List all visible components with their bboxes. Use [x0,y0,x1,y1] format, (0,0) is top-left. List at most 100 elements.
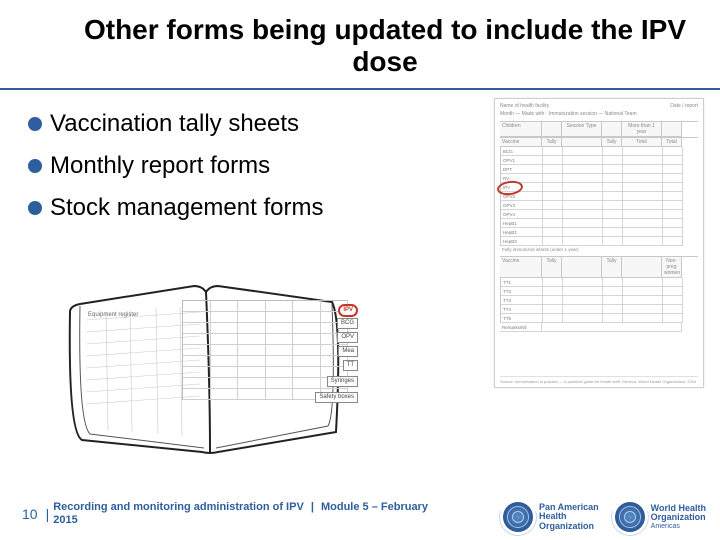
row-label: TT1 [501,278,543,287]
tally-row: BCG [501,147,698,156]
col-sub: Total [662,138,682,147]
globe-icon [503,502,533,532]
row-label: TT4 [501,305,543,314]
row-label: HepB3 [501,237,543,246]
globe-icon [615,502,645,532]
row-cell [543,287,563,296]
col-group: More than 1 year [622,122,662,137]
pipe-icon: | [42,506,54,522]
row-cell [563,156,603,165]
col-sub: Tally [542,257,562,278]
row-cell [563,287,603,296]
tally-row: IPV [501,183,698,192]
paho-logo: Pan American Health Organization [503,502,599,532]
row-cell [623,147,663,156]
row-cell [603,305,623,314]
row-cell [663,210,683,219]
tally-row: OPV3 [501,201,698,210]
row-cell [623,165,663,174]
tally-sheet-graphic: Name of health facility Date / report Mo… [494,98,704,388]
row-cell [543,237,563,246]
row-cell [563,228,603,237]
who-logo: World Health Organization Americas [615,502,706,532]
row-cell [603,287,623,296]
page-tabs: IPVBCGOPVMeaTTSyringesSafety boxes [60,262,350,462]
row-label: OPV3 [501,201,543,210]
row-cell [603,210,623,219]
row-label: HepB2 [501,228,543,237]
row-label: BCG [501,147,543,156]
row-cell [543,228,563,237]
vaccine-tab: Safety boxes [315,392,358,403]
row-cell [543,156,563,165]
bullet-icon [28,201,42,215]
row-cell [543,314,563,323]
row-cell [543,183,563,192]
col-sub: Total [622,138,662,147]
tally-row: HepB1 [501,219,698,228]
row-cell [563,278,603,287]
row-cell [663,174,683,183]
row-cell [543,278,563,287]
row-cell [603,237,623,246]
row-cell [603,228,623,237]
col-group [602,122,622,137]
bullet-icon [28,117,42,131]
row-cell [543,305,563,314]
row-cell [663,237,683,246]
row-cell [623,287,663,296]
row-cell [563,314,603,323]
row-label: TT2 [501,287,543,296]
row-cell [623,228,663,237]
row-cell [663,192,683,201]
row-cell [603,165,623,174]
tally-mid-label: Fully immunized infants (under 1 year) [500,246,698,253]
row-cell [563,147,603,156]
pipe-icon: | [307,501,318,513]
row-label: OPV1 [501,156,543,165]
tally-row: OPV2 [501,192,698,201]
row-label: DPT [501,165,543,174]
row-cell [543,192,563,201]
page-number: 10 [0,506,42,522]
row-cell [603,174,623,183]
bullet-icon [28,159,42,173]
row-cell [623,296,663,305]
row-cell [563,296,603,305]
footer-logos: Pan American Health Organization World H… [503,502,706,532]
remarks-cell [542,323,682,332]
row-cell [623,237,663,246]
tally-row: RV [501,174,698,183]
row-cell [543,165,563,174]
row-label: TT5 [501,314,543,323]
col-sub [562,257,602,278]
col-group [542,122,562,137]
tally-header-left: Name of health facility [500,103,549,109]
row-cell [563,192,603,201]
row-cell [603,296,623,305]
row-cell [663,228,683,237]
row-cell [603,192,623,201]
row-cell [603,147,623,156]
row-cell [663,305,683,314]
tally-row: TT2 [501,287,698,296]
row-cell [663,183,683,192]
remarks-label: Remarks/Nil [500,323,542,332]
row-cell [663,278,683,287]
row-label: TT3 [501,296,543,305]
col-sub: Vaccine [500,138,542,147]
vaccine-tab: BCG [337,318,358,329]
tally-column-groups: Children Session Type More than 1 year [500,121,698,137]
row-cell [543,219,563,228]
row-cell [563,305,603,314]
tally-rows-top: BCGOPV1DPTRV [500,147,698,183]
vaccine-tab: OPV [337,332,358,343]
row-cell [603,201,623,210]
tally-row: DPT [501,165,698,174]
tally-gap: Fully immunized infants (under 1 year) [500,246,698,256]
row-cell [663,314,683,323]
col-group [662,122,682,137]
row-cell [603,183,623,192]
row-cell [663,201,683,210]
logo-line: Organization [651,512,706,522]
